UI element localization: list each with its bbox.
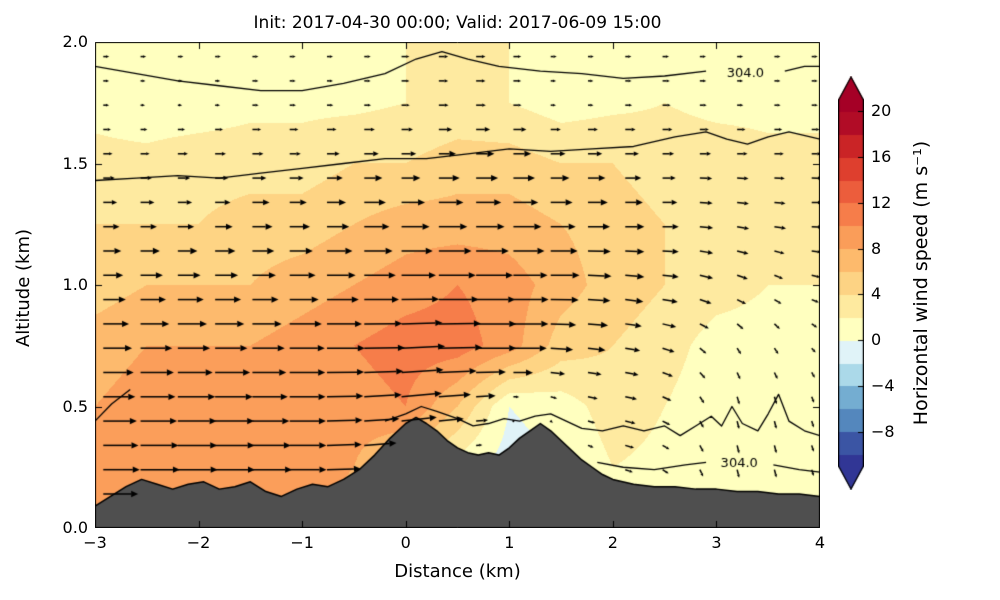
y-axis-label: Altitude (km) (13, 228, 34, 348)
xtick-label: 1 (504, 533, 515, 552)
ytick-label: 0.0 (62, 518, 88, 537)
x-axis-label: Distance (km) (394, 561, 521, 582)
colorbar (838, 76, 864, 490)
plot-title: Init: 2017-04-30 00:00; Valid: 2017-06-0… (253, 13, 662, 33)
xtick-label: −2 (186, 533, 211, 552)
ytick-label: 2.0 (62, 32, 88, 51)
xtick-label: 4 (814, 533, 826, 552)
xtick-label: 3 (711, 533, 722, 552)
xtick-label: −1 (290, 533, 314, 552)
cross-section-plot-canvas (95, 42, 820, 528)
xtick-label: 2 (607, 533, 618, 552)
colorbar-label: Horizontal wind speed (m s⁻¹) (910, 140, 932, 426)
xtick-label: −3 (83, 533, 107, 552)
xtick-label: 0 (400, 533, 411, 552)
